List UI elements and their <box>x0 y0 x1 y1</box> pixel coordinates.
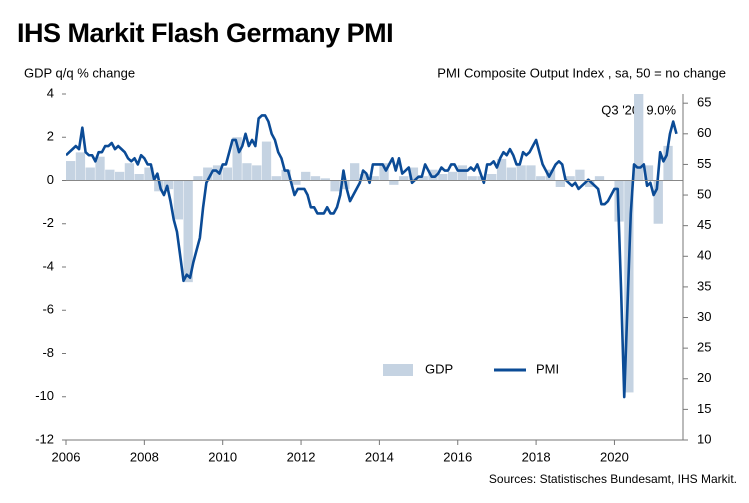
pmi-line <box>66 114 678 399</box>
x-tick-label: 2008 <box>130 449 159 464</box>
legend-swatch <box>383 364 413 376</box>
x-tick-label: 2014 <box>365 449 394 464</box>
y-tick-label: -10 <box>35 388 54 403</box>
gdp-bar <box>526 165 536 181</box>
gdp-bar <box>330 180 340 192</box>
gdp-bar <box>291 180 301 185</box>
gdp-bar <box>203 167 213 181</box>
gdp-bar <box>271 176 281 181</box>
gdp-bar <box>379 163 389 181</box>
y-tick-label: 4 <box>47 85 54 100</box>
gdp-bar <box>438 174 448 181</box>
y2-tick-label: 60 <box>697 125 711 140</box>
gdp-bar <box>66 161 76 181</box>
chart-title: IHS Markit Flash Germany PMI <box>17 18 393 48</box>
gdp-bar <box>389 180 399 185</box>
y2-tick-label: 40 <box>697 248 711 263</box>
gdp-bar <box>144 167 154 181</box>
gdp-bar <box>398 176 409 181</box>
legend-label: PMI <box>536 361 559 376</box>
gdp-bar <box>565 176 575 181</box>
x-tick-label: 2006 <box>52 449 81 464</box>
y-tick-label: -4 <box>42 258 54 273</box>
x-tick-label: 2010 <box>208 449 237 464</box>
y2-tick-label: 10 <box>697 431 711 446</box>
y2-tick-label: 30 <box>697 309 711 324</box>
gdp-bar <box>359 174 370 181</box>
gdp-bar <box>261 141 272 181</box>
x-tick-label: 2020 <box>600 449 629 464</box>
gdp-bar <box>114 171 125 181</box>
gdp-bar <box>516 165 526 181</box>
y2-tick-label: 15 <box>697 401 711 416</box>
gdp-bar <box>447 171 458 181</box>
y-tick-label: -8 <box>42 345 54 360</box>
gdp-bar <box>124 163 135 181</box>
gdp-bar <box>487 174 497 181</box>
gdp-bar <box>653 180 663 224</box>
gdp-bar <box>408 167 419 181</box>
gdp-bar <box>163 180 174 190</box>
y2-tick-label: 65 <box>697 95 711 110</box>
y-tick-label: -12 <box>35 431 54 446</box>
y-tick-label: -6 <box>42 302 54 317</box>
gdp-bar <box>281 169 291 181</box>
y-tick-label: -2 <box>42 215 54 230</box>
gdp-bar <box>105 169 115 181</box>
y2-tick-label: 20 <box>697 370 711 385</box>
gdp-bar <box>183 180 193 283</box>
x-tick-label: 2016 <box>443 449 472 464</box>
gdp-bar <box>643 165 654 181</box>
gdp-bar <box>95 156 105 181</box>
gdp-bar <box>663 145 673 181</box>
y2-axis-label: PMI Composite Output Index , sa, 50 = no… <box>437 65 726 80</box>
gdp-bar <box>75 152 86 181</box>
plot-area <box>66 94 678 399</box>
gdp-bar <box>350 163 360 181</box>
y2-tick-label: 50 <box>697 186 711 201</box>
gdp-bar <box>506 167 517 181</box>
gdp-bar <box>193 176 203 181</box>
gdp-bar <box>418 176 428 181</box>
x-tick-label: 2018 <box>522 449 551 464</box>
gdp-bar <box>634 94 644 181</box>
gdp-bar <box>467 176 477 181</box>
gdp-bar <box>310 176 321 181</box>
gdp-bar <box>252 165 262 181</box>
y2-tick-label: 55 <box>697 156 711 171</box>
gdp-bar <box>536 176 546 181</box>
gdp-bar <box>575 169 585 181</box>
y-tick-label: 0 <box>47 172 54 187</box>
y-tick-label: 2 <box>47 129 54 144</box>
x-tick-label: 2012 <box>287 449 316 464</box>
y2-tick-label: 35 <box>697 278 711 293</box>
gdp-bar <box>457 165 468 181</box>
gdp-bar <box>555 180 565 187</box>
gdp-bar <box>594 176 605 181</box>
gdp-bar <box>369 176 379 181</box>
y2-tick-label: 45 <box>697 217 711 232</box>
gdp-bar <box>85 167 95 181</box>
gdp-bar <box>585 180 595 187</box>
gdp-bar <box>232 137 242 181</box>
gdp-bar <box>496 158 507 181</box>
y2-tick-label: 25 <box>697 340 711 355</box>
gdp-bar <box>173 180 184 220</box>
y-axis-label: GDP q/q % change <box>24 65 135 80</box>
gdp-bar <box>428 169 438 181</box>
source: Sources: Statistisches Bundesamt, IHS Ma… <box>489 472 737 486</box>
gdp-bar <box>222 167 232 181</box>
gdp-bar <box>134 174 144 181</box>
gdp-bar <box>320 178 330 181</box>
gdp-bar <box>301 171 311 181</box>
gdp-bar <box>242 163 252 181</box>
legend-label: GDP <box>425 361 453 376</box>
